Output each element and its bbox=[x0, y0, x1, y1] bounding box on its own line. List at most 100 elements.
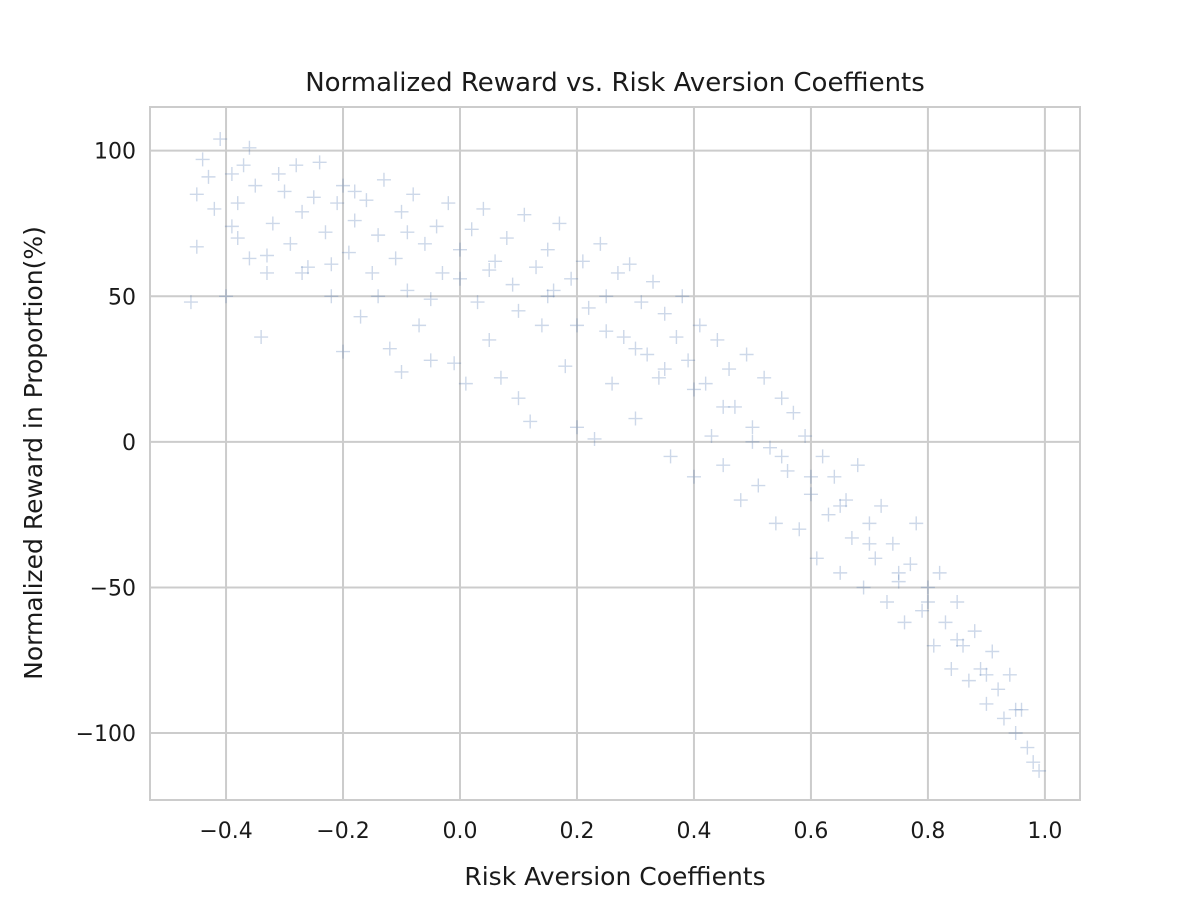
data-point bbox=[312, 155, 327, 170]
data-point bbox=[423, 292, 438, 307]
data-point bbox=[663, 449, 678, 464]
data-point bbox=[686, 469, 701, 484]
data-point bbox=[564, 271, 579, 286]
data-point bbox=[488, 254, 503, 269]
data-point bbox=[616, 330, 631, 345]
data-point bbox=[704, 429, 719, 444]
data-point bbox=[716, 458, 731, 473]
data-point bbox=[324, 257, 339, 272]
x-tick-label: 0.8 bbox=[910, 819, 945, 844]
x-tick-label: −0.2 bbox=[316, 819, 369, 844]
data-point bbox=[511, 391, 526, 406]
data-point bbox=[359, 193, 374, 208]
data-point bbox=[657, 306, 672, 321]
data-point bbox=[213, 132, 228, 147]
data-point bbox=[926, 638, 941, 653]
data-point bbox=[447, 356, 462, 371]
data-point bbox=[341, 245, 356, 260]
data-point bbox=[1014, 702, 1029, 717]
data-point bbox=[950, 632, 965, 647]
data-point bbox=[774, 449, 789, 464]
data-point bbox=[464, 222, 479, 237]
data-point bbox=[517, 207, 532, 222]
data-point bbox=[259, 248, 274, 263]
data-point bbox=[891, 574, 906, 589]
data-point bbox=[961, 673, 976, 688]
data-point bbox=[780, 463, 795, 478]
data-point bbox=[909, 516, 924, 531]
x-tick-labels: −0.4 −0.2 0.0 0.2 0.4 0.6 0.8 1.0 bbox=[199, 819, 1062, 844]
data-point bbox=[482, 263, 497, 278]
data-point bbox=[400, 283, 415, 298]
data-point bbox=[569, 318, 584, 333]
data-point bbox=[324, 289, 339, 304]
data-point bbox=[809, 551, 824, 566]
data-point bbox=[534, 318, 549, 333]
data-point bbox=[1026, 755, 1041, 770]
data-point bbox=[224, 219, 239, 234]
data-point bbox=[833, 565, 848, 580]
data-point bbox=[803, 469, 818, 484]
data-point bbox=[920, 580, 935, 595]
data-point bbox=[757, 370, 772, 385]
data-point bbox=[195, 152, 210, 167]
data-point bbox=[347, 184, 362, 199]
data-point bbox=[786, 405, 801, 420]
data-point bbox=[400, 225, 415, 240]
data-point bbox=[891, 565, 906, 580]
y-tick-label: 100 bbox=[94, 140, 136, 165]
data-point bbox=[493, 370, 508, 385]
data-point bbox=[277, 184, 292, 199]
data-point bbox=[839, 493, 854, 508]
data-point bbox=[803, 487, 818, 502]
data-point bbox=[394, 204, 409, 219]
data-point bbox=[306, 190, 321, 205]
data-point bbox=[581, 300, 596, 315]
data-point bbox=[698, 376, 713, 391]
data-point bbox=[879, 595, 894, 609]
data-point bbox=[950, 595, 965, 609]
data-point bbox=[423, 353, 438, 368]
data-point bbox=[681, 353, 696, 368]
data-point bbox=[441, 196, 456, 211]
data-point bbox=[634, 295, 649, 310]
data-point bbox=[833, 498, 848, 513]
data-point bbox=[499, 231, 514, 246]
data-point bbox=[768, 516, 783, 531]
data-point bbox=[675, 289, 690, 304]
data-point bbox=[605, 376, 620, 391]
y-tick-label: 50 bbox=[108, 285, 136, 310]
data-point bbox=[862, 516, 877, 531]
data-point bbox=[1008, 702, 1023, 717]
data-point bbox=[248, 178, 263, 193]
data-point bbox=[622, 257, 637, 272]
data-point bbox=[885, 536, 900, 551]
data-point bbox=[1008, 726, 1023, 741]
data-point bbox=[944, 661, 959, 676]
data-point bbox=[733, 493, 748, 508]
data-point bbox=[686, 382, 701, 397]
data-point bbox=[868, 551, 883, 566]
grid bbox=[150, 107, 1080, 800]
y-tick-label: −50 bbox=[90, 576, 136, 601]
data-point bbox=[792, 522, 807, 537]
data-point bbox=[973, 661, 988, 676]
data-point bbox=[242, 251, 257, 266]
data-point bbox=[365, 265, 380, 280]
data-point bbox=[558, 359, 573, 374]
data-point bbox=[546, 283, 561, 298]
data-point bbox=[850, 458, 865, 473]
data-point bbox=[897, 615, 912, 630]
data-point bbox=[476, 201, 491, 216]
data-point bbox=[874, 498, 889, 513]
data-point bbox=[330, 196, 345, 211]
data-point bbox=[254, 330, 269, 345]
data-point bbox=[336, 344, 351, 359]
data-point bbox=[394, 364, 409, 379]
data-point bbox=[651, 370, 666, 385]
data-point bbox=[376, 172, 391, 187]
data-point bbox=[412, 318, 427, 333]
data-point bbox=[417, 236, 432, 251]
